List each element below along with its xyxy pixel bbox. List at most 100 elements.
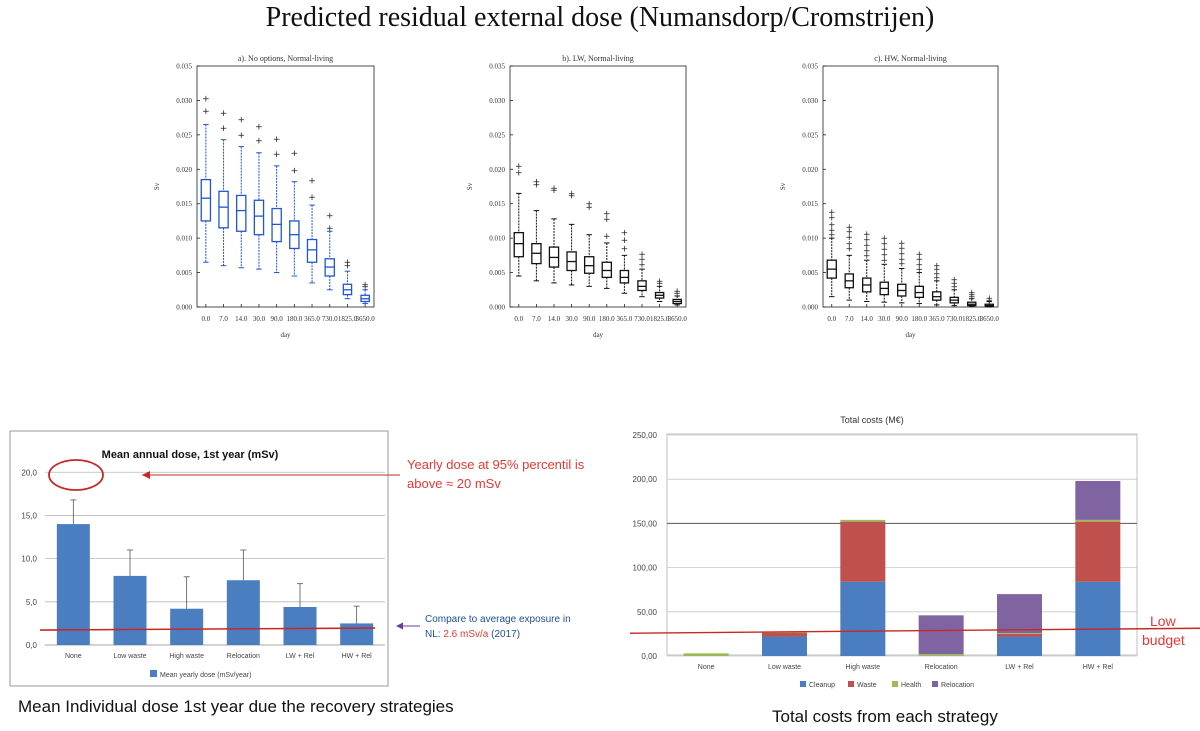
bar-segment-relocation	[997, 594, 1042, 634]
x-tick-label: 365.0	[304, 315, 320, 323]
flier: +	[950, 279, 958, 289]
flier: +	[273, 135, 281, 145]
x-tick-label: LW + Rel	[1005, 664, 1034, 671]
plot-frame	[196, 65, 375, 308]
y-tick-label: 250,00	[633, 431, 658, 440]
y-tick-label: 0.035	[176, 63, 192, 71]
flier: +	[220, 124, 228, 134]
flier: +	[621, 236, 629, 246]
flier: +	[550, 186, 558, 196]
flier: +	[898, 239, 906, 249]
flier: +	[638, 255, 646, 265]
flier: +	[863, 236, 871, 246]
bar	[56, 524, 90, 645]
flier: +	[863, 230, 871, 240]
bar-segment-cleanup	[840, 581, 886, 656]
bar	[340, 623, 374, 645]
x-tick-label: 7.0	[845, 315, 854, 323]
x-tick-label: HW + Rel	[342, 653, 373, 660]
flier: +	[568, 189, 576, 199]
cost-bar-chart: Total costs (M€) 0,00 50,00 100,00 150,00 200…	[629, 415, 1200, 689]
box	[932, 291, 942, 301]
flier: +	[880, 240, 888, 250]
flier: +	[828, 231, 836, 241]
y-tick-label: 0.015	[176, 200, 192, 208]
y-tick-label: 100,00	[633, 564, 658, 573]
annotation-blue-line2: NL: 2.6 mSv/a (2017)	[425, 629, 520, 640]
x-tick-label: 0.0	[201, 315, 210, 323]
bar	[226, 580, 260, 645]
flier: +	[220, 109, 228, 119]
x-tick-label: 30.0	[253, 315, 266, 323]
x-tick-label: 1825.0	[650, 315, 670, 323]
flier: +	[845, 223, 853, 233]
flier: +	[585, 200, 593, 210]
y-tick-label: 0.005	[802, 269, 818, 277]
y-tick-label: 0.030	[176, 97, 192, 105]
flier: +	[828, 213, 836, 223]
x-tick-label: 180.0	[286, 315, 302, 323]
flier: +	[361, 282, 369, 292]
flier: +	[915, 260, 923, 270]
flier: +	[985, 294, 993, 304]
flier: +	[638, 250, 646, 260]
caption-dose: Mean Individual dose 1st year due the re…	[18, 697, 454, 716]
box	[235, 194, 247, 232]
y-tick-label: 0.030	[489, 97, 505, 105]
bar-segment-health	[918, 654, 964, 656]
y-tick-label: 0.025	[176, 131, 192, 139]
budget-label-line1: Low	[1150, 613, 1177, 629]
chart-title: Mean annual dose, 1st year (mSv)	[102, 449, 279, 461]
flier: +	[968, 291, 976, 301]
legend-label: Waste	[857, 682, 877, 689]
flier: +	[845, 233, 853, 243]
x-tick-label: HW + Rel	[1083, 664, 1114, 671]
chart-title: Total costs (M€)	[840, 415, 904, 425]
y-tick-label: 0.020	[489, 166, 505, 174]
box	[271, 207, 282, 243]
y-tick-label: 5,0	[26, 598, 38, 607]
highlight-ellipse	[48, 459, 104, 491]
bar-segment-relocation	[1075, 480, 1121, 520]
flier: +	[656, 279, 664, 289]
annotation-red-line1: Yearly dose at 95% percentil is	[407, 457, 585, 472]
flier: +	[621, 244, 629, 254]
y-tick-label: 200,00	[633, 475, 658, 484]
y-tick-label: 0,00	[641, 652, 657, 661]
y-axis-label: Sv	[779, 182, 787, 190]
flier: +	[950, 275, 958, 285]
flier: +	[898, 260, 906, 270]
y-tick-label: 0.030	[802, 97, 818, 105]
y-tick-label: 0.025	[489, 131, 505, 139]
x-tick-label: 30.0	[878, 315, 891, 323]
x-tick-label: High waste	[169, 653, 204, 660]
bar	[113, 575, 147, 645]
flier: +	[968, 293, 976, 303]
flier: +	[533, 180, 541, 190]
y-tick-label: 20,0	[21, 468, 37, 477]
flier: +	[237, 116, 245, 126]
flier: +	[638, 260, 646, 270]
budget-line	[629, 627, 1200, 634]
flier: +	[237, 131, 245, 141]
y-tick-label: 0.035	[802, 63, 818, 71]
y-tick-label: 0.015	[802, 200, 818, 208]
flier: +	[585, 203, 593, 213]
flier: +	[915, 255, 923, 265]
flier: +	[845, 244, 853, 254]
reference-line	[39, 627, 376, 631]
x-tick-label: None	[698, 664, 715, 671]
plot-title: c). HW, Normal-living	[874, 54, 947, 63]
x-tick-label: Relocation	[227, 653, 260, 660]
y-tick-label: 0.010	[489, 235, 505, 243]
main-title: Predicted residual external dose (Numans…	[265, 2, 935, 33]
bar	[170, 608, 204, 645]
x-tick-label: 90.0	[583, 315, 596, 323]
y-tick-label: 150,00	[633, 519, 658, 528]
plot-frame	[822, 65, 999, 308]
x-axis-label: day	[593, 331, 604, 339]
y-tick-label: 50,00	[637, 608, 658, 617]
y-tick-label: 0.000	[802, 304, 818, 312]
flier: +	[308, 193, 316, 203]
x-axis-label: day	[280, 331, 291, 339]
